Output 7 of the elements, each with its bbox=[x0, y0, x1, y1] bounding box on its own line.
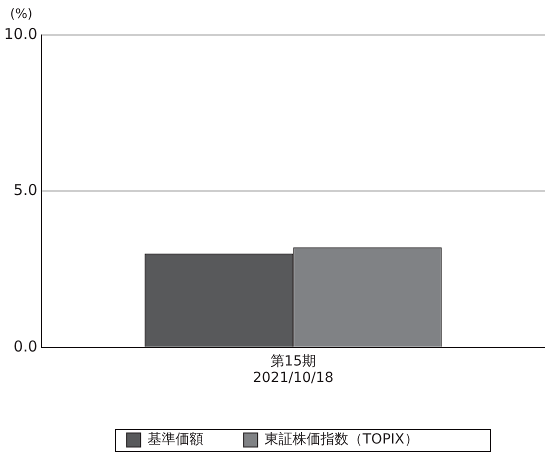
legend-label: 基準価額 bbox=[148, 432, 204, 448]
legend-label: 東証株価指数（TOPIX） bbox=[264, 432, 418, 448]
x-tick-label: 第15期 2021/10/18 bbox=[252, 353, 334, 386]
y-tick-label: 10.0 bbox=[4, 24, 38, 43]
y-tick-label: 5.0 bbox=[14, 181, 38, 200]
y-tick-label: 0.0 bbox=[14, 337, 38, 356]
y-axis-title: (%) bbox=[10, 6, 32, 22]
